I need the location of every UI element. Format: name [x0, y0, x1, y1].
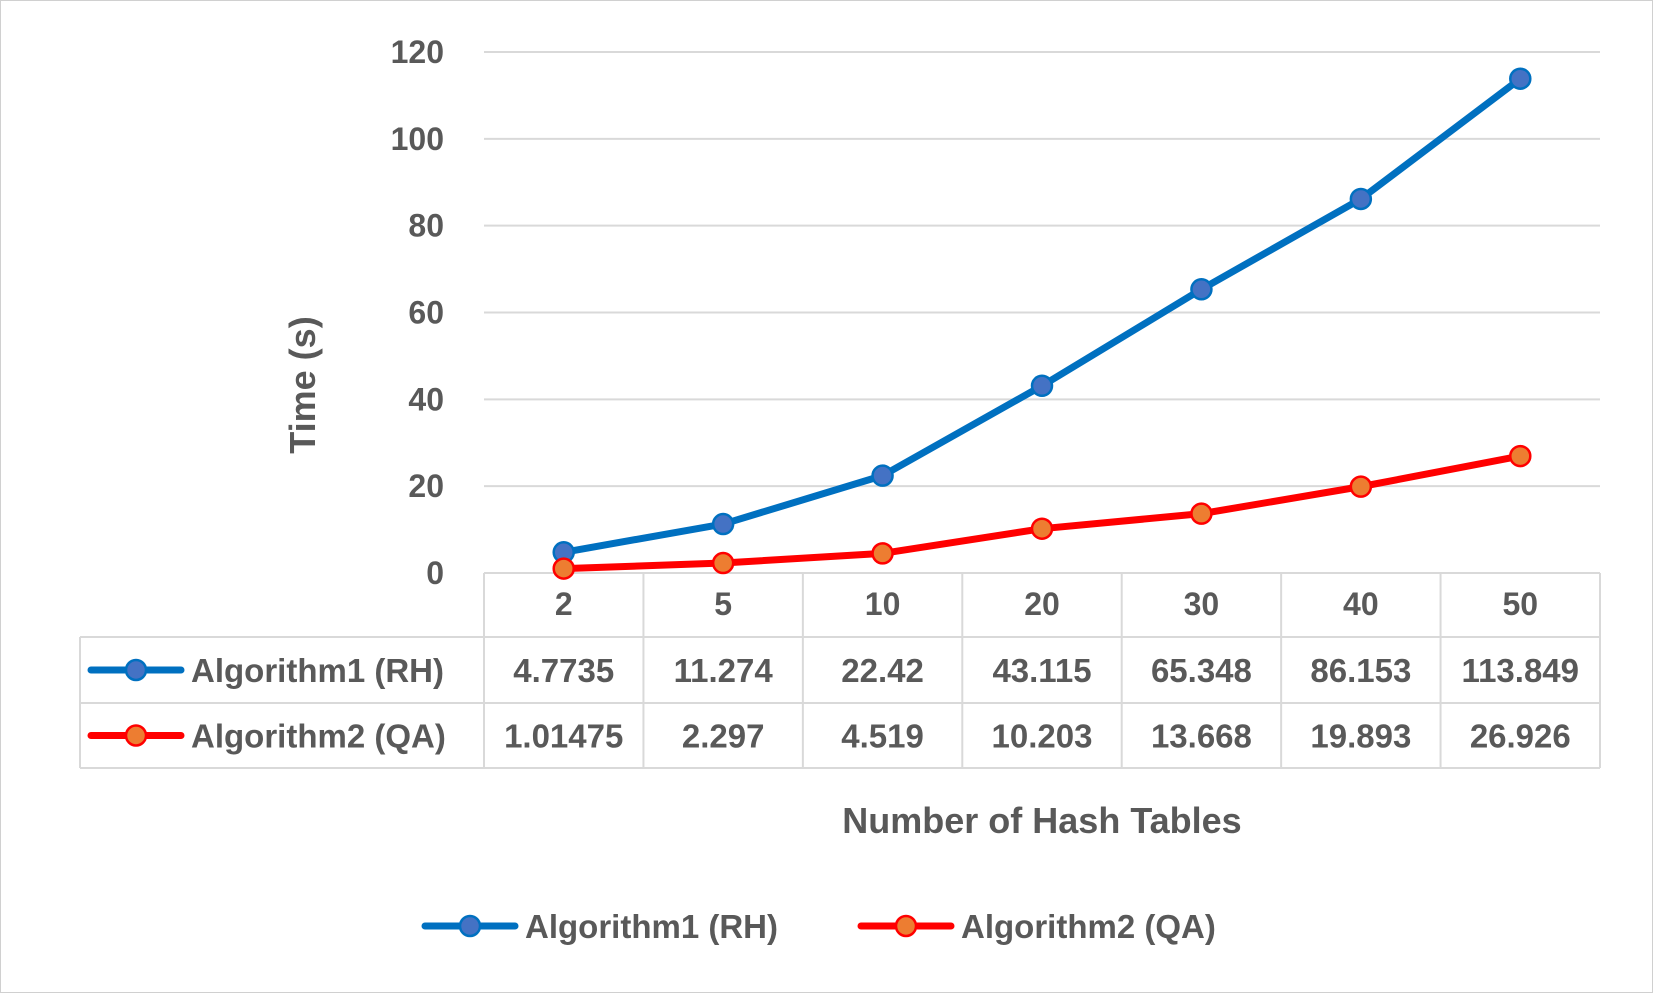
data-point: [1509, 67, 1532, 90]
gridlines: [484, 51, 1600, 488]
data-point: [1349, 475, 1373, 498]
y-tick-label: 120: [391, 34, 444, 70]
y-tick-label: 40: [408, 381, 444, 417]
data-point: [552, 557, 575, 580]
x-axis-title: Number of Hash Tables: [842, 800, 1241, 841]
y-tick-label: 60: [408, 295, 444, 331]
table-cell-value: 13.668: [1151, 718, 1252, 755]
table-cell-value: 86.153: [1310, 652, 1411, 689]
table-cell-value: 10.203: [992, 718, 1093, 755]
table-legend-key-marker: [124, 658, 148, 682]
y-axis-title: Time (s): [282, 316, 323, 453]
table-cell-value: 19.893: [1310, 718, 1411, 755]
x-tick-label: 10: [865, 586, 901, 622]
table-series-name: Algorithm2 (QA): [191, 718, 446, 755]
data-point: [871, 542, 894, 565]
table-cell-value: 22.42: [841, 652, 924, 689]
table-cell-value: 1.01475: [504, 718, 623, 755]
table-cell-value: 11.274: [674, 652, 774, 689]
table-series-name: Algorithm1 (RH): [191, 652, 444, 689]
series-line: [560, 452, 1524, 573]
table-legend-key-marker: [124, 724, 148, 747]
data-point: [711, 551, 735, 575]
legend-key-marker: [458, 914, 482, 938]
table-cell-value: 43.115: [992, 652, 1091, 689]
x-tick-label: 50: [1502, 586, 1538, 622]
y-axis-ticks: 0 20 40 60 80 100 120: [391, 34, 444, 591]
data-point: [1509, 444, 1532, 468]
data-point: [1030, 374, 1054, 398]
y-tick-label: 80: [408, 208, 444, 244]
table-cell-value: 4.7735: [513, 652, 614, 689]
data-table: 2 5 10 20 30 40 50 Algorithm1 (RH) 4.7735 11.274 2…: [79, 572, 1601, 769]
data-point: [1349, 187, 1373, 211]
legend-key-marker: [894, 914, 918, 938]
series-lines: [552, 67, 1532, 580]
data-point: [1030, 517, 1054, 540]
y-tick-label: 100: [391, 121, 444, 157]
data-point: [1190, 278, 1213, 301]
y-tick-label: 0: [426, 555, 444, 591]
x-tick-label: 5: [714, 586, 732, 622]
legend: Algorithm1 (RH) Algorithm2 (QA): [421, 908, 1216, 945]
x-tick-label: 40: [1343, 586, 1379, 622]
table-cell-value: 4.519: [841, 718, 924, 755]
table-cell-value: 113.849: [1462, 652, 1579, 689]
x-tick-label: 30: [1184, 586, 1220, 622]
legend-label: Algorithm2 (QA): [961, 908, 1216, 945]
data-point: [871, 464, 894, 487]
data-point: [1190, 502, 1213, 525]
data-point: [711, 512, 735, 536]
legend-label: Algorithm1 (RH): [525, 908, 778, 945]
y-tick-label: 20: [408, 468, 444, 504]
table-cell-value: 26.926: [1470, 718, 1571, 755]
table-cell-value: 65.348: [1151, 652, 1252, 689]
table-cell-value: 2.297: [682, 718, 765, 755]
x-tick-label: 20: [1024, 586, 1060, 622]
x-tick-label: 2: [555, 586, 573, 622]
